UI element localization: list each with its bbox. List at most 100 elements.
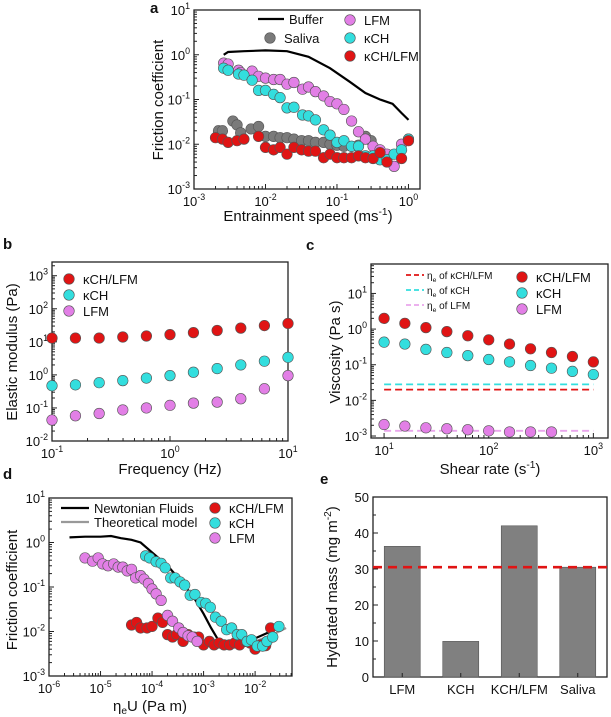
legend-label: Buffer: [289, 12, 324, 27]
series--ch-lfm-point: [374, 147, 386, 159]
panel-letter: d: [3, 466, 12, 483]
series--ch-lfm-point: [117, 331, 129, 343]
y-axis-label: Friction coefficient: [4, 529, 21, 650]
legend-label: Saliva: [284, 31, 320, 46]
x-tick-label: 100: [160, 444, 179, 461]
x-tick-label: 10-2: [244, 679, 266, 696]
series--ch-point: [140, 372, 153, 384]
series--ch-point: [399, 338, 411, 350]
series--ch-point: [267, 631, 279, 643]
x-axis-label: Entrainment speed (ms-1): [223, 207, 392, 225]
series-lfm-point: [524, 426, 537, 438]
series-saliva-point: [252, 120, 265, 133]
series--ch-lfm-point: [69, 332, 82, 344]
series--ch-lfm-point: [503, 338, 516, 350]
series-lfm-point: [359, 133, 372, 145]
x-tick-label: 10-6: [38, 679, 60, 696]
series--ch-lfm-point: [252, 130, 265, 142]
series-lfm-point: [399, 420, 411, 432]
series--ch-lfm-point: [545, 346, 558, 359]
series--ch-lfm-point: [238, 133, 250, 145]
legend-label: κCH/LFM: [229, 501, 284, 516]
legend-marker: [344, 32, 356, 44]
legend-label: Theoretical model: [94, 515, 197, 530]
series--ch-point: [211, 362, 223, 375]
series--ch-lfm-point: [462, 330, 474, 342]
series--ch-lfm-point: [164, 329, 176, 341]
y-tick-label: 101: [26, 489, 45, 506]
y-axis-label: Elastic modulus (Pa): [4, 283, 21, 421]
series--ch-point: [215, 615, 227, 627]
x-category-label: KCH/LFM: [491, 682, 548, 697]
y-tick-label: 100: [26, 534, 45, 551]
series--ch-lfm-point: [441, 326, 453, 338]
x-tick-label: 10-2: [254, 192, 276, 209]
y-tick-label: 100: [348, 320, 367, 337]
y-axis-label: Viscosity (Pa s): [327, 300, 344, 403]
x-axis-label: Shear rate (s-1): [440, 460, 541, 478]
series-lfm-point: [235, 393, 247, 405]
x-tick-label: 10-4: [141, 679, 163, 696]
legend-marker: [209, 502, 221, 514]
panel-letter: b: [3, 236, 12, 253]
y-tick-label: 10-1: [168, 91, 190, 108]
legend-label: LFM: [229, 531, 255, 546]
x-tick-label: 10-3: [192, 679, 214, 696]
legend-label: κCH: [83, 288, 108, 303]
series-lfm-point: [441, 423, 453, 435]
y-axis-label: Friction coefficient: [150, 39, 167, 160]
series--ch-lfm-point: [281, 148, 293, 160]
series-lfm-point: [462, 424, 474, 436]
legend-marker: [516, 303, 528, 315]
legend-marker: [264, 32, 276, 44]
series--ch-lfm-point: [211, 324, 223, 337]
series-lfm-point: [69, 410, 82, 422]
y-tick-label: 10-2: [26, 432, 48, 449]
legend-marker: [516, 271, 528, 283]
series--ch-point: [93, 377, 105, 389]
series-lfm-point: [378, 418, 390, 431]
y-axis-label: Hydrated mass (mg m-2): [323, 506, 341, 668]
series--ch-lfm-point: [93, 332, 105, 344]
legend-marker: [63, 305, 75, 317]
plot-frame: [370, 263, 609, 439]
series-lfm-point: [288, 76, 300, 89]
legend-label: LFM: [83, 304, 109, 319]
y-tick-label: 101: [171, 1, 190, 18]
legend-label: ηe of κCH/LFM: [427, 271, 492, 284]
series-lfm-point: [140, 402, 153, 414]
series--ch-point: [566, 365, 579, 378]
x-category-label: KCH: [447, 682, 474, 697]
legend-marker: [63, 289, 75, 301]
y-tick-label: 101: [29, 333, 48, 350]
legend-label: κCH: [229, 516, 254, 531]
series--ch-point: [238, 69, 250, 81]
series-lfm-point: [46, 414, 58, 426]
series-lfm-point: [503, 426, 516, 438]
y-tick-label: 10-2: [168, 135, 190, 152]
series-lfm-point: [117, 404, 129, 416]
series-lfm-point: [211, 396, 223, 408]
series--ch-lfm-point: [235, 322, 247, 334]
series--ch-point: [420, 343, 432, 355]
series-lfm-point: [282, 370, 294, 382]
series-lfm-point: [545, 426, 558, 438]
series--ch-point: [258, 355, 271, 367]
x-tick-label: 10-1: [326, 192, 348, 209]
legend-label: κCH: [364, 31, 389, 46]
x-tick-label: 10-1: [41, 444, 63, 461]
series--ch-point: [222, 64, 234, 76]
y-tick-label: 10-3: [23, 667, 45, 684]
x-tick-label: 102: [479, 441, 498, 458]
series--ch-point: [483, 353, 495, 366]
x-axis-label: ηeU (Pa m): [113, 698, 187, 717]
y-tick-label: 10-1: [345, 356, 367, 373]
series--ch-point: [117, 375, 129, 387]
x-tick-label: 101: [374, 441, 393, 458]
series--ch-point: [288, 101, 300, 113]
series--ch-point: [273, 620, 285, 633]
